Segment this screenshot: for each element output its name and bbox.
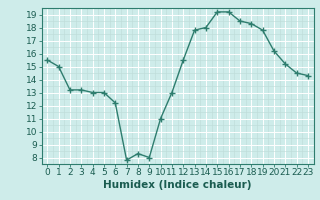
- X-axis label: Humidex (Indice chaleur): Humidex (Indice chaleur): [103, 180, 252, 190]
